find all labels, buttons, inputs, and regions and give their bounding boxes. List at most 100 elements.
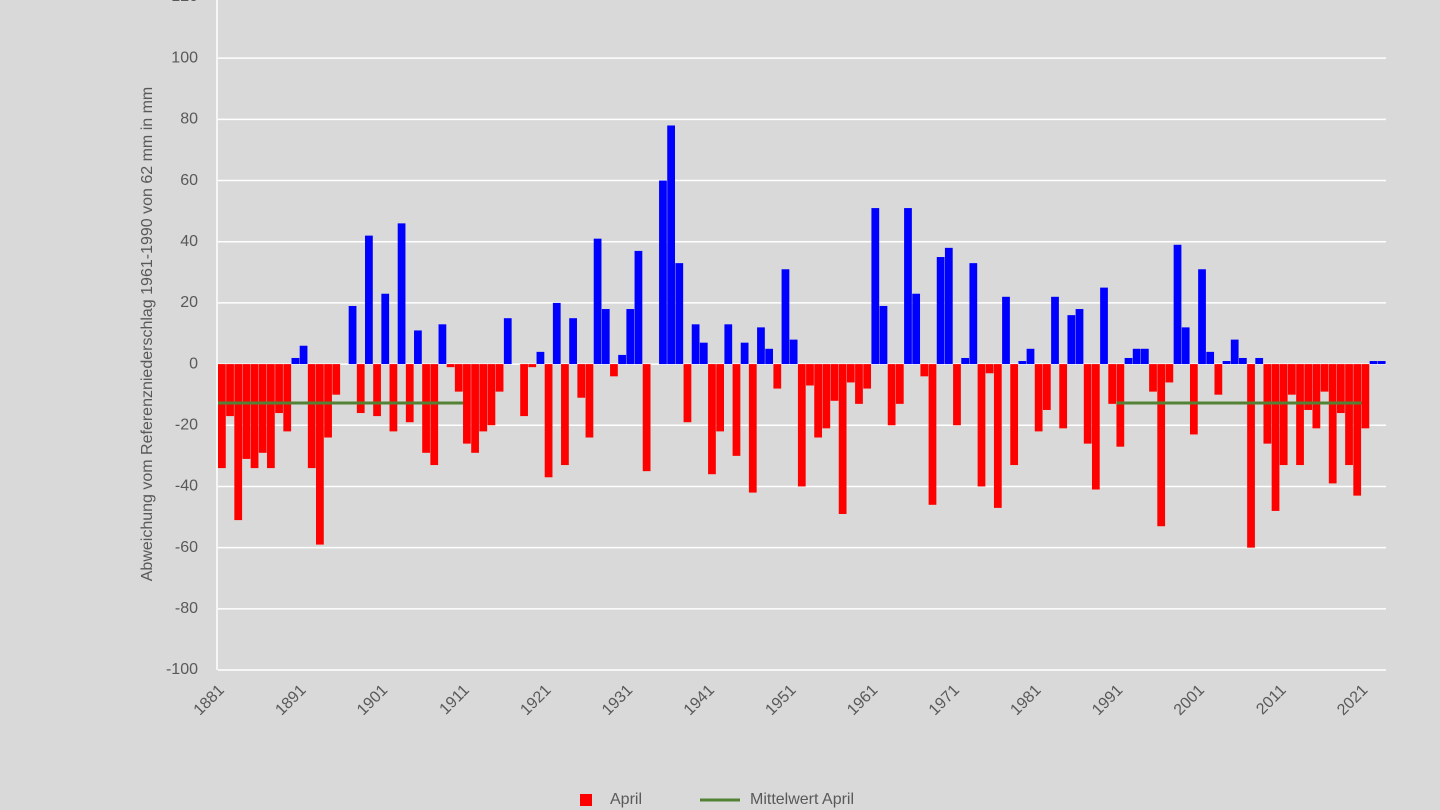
bar bbox=[348, 305, 357, 365]
bar bbox=[618, 354, 626, 365]
bar bbox=[316, 364, 324, 545]
bar bbox=[985, 364, 994, 374]
bar bbox=[332, 364, 341, 395]
bar bbox=[307, 364, 316, 469]
bar bbox=[1361, 364, 1370, 429]
bar bbox=[1255, 357, 1264, 365]
bar bbox=[887, 364, 896, 426]
bar bbox=[487, 364, 496, 426]
bar bbox=[422, 364, 430, 453]
bar bbox=[1010, 364, 1019, 466]
bar bbox=[961, 357, 970, 365]
y-tick-label: -100 bbox=[166, 661, 198, 678]
bar bbox=[234, 364, 243, 521]
bar bbox=[283, 364, 292, 432]
bar bbox=[218, 364, 226, 469]
y-tick-label: 60 bbox=[180, 172, 198, 189]
y-tick-label: 80 bbox=[180, 111, 198, 128]
bar bbox=[1377, 361, 1386, 365]
bar bbox=[250, 364, 259, 469]
bar bbox=[601, 309, 610, 365]
bar bbox=[1116, 364, 1125, 447]
bar bbox=[993, 364, 1002, 508]
bar bbox=[356, 364, 365, 414]
bar bbox=[1075, 309, 1084, 365]
bar bbox=[846, 364, 855, 383]
bar bbox=[1230, 339, 1239, 365]
y-tick-label: -20 bbox=[175, 416, 198, 433]
legend-label: Mittelwert April bbox=[750, 791, 854, 808]
bar bbox=[495, 364, 504, 392]
bar bbox=[593, 238, 602, 365]
bar bbox=[1198, 269, 1206, 365]
y-tick-label: -80 bbox=[175, 600, 198, 617]
bar bbox=[414, 330, 422, 365]
bar bbox=[1173, 244, 1182, 365]
bar bbox=[536, 351, 545, 365]
bar bbox=[1222, 361, 1231, 365]
bar bbox=[732, 364, 741, 456]
bar bbox=[1140, 348, 1149, 365]
bar bbox=[969, 263, 978, 365]
bar bbox=[1345, 364, 1353, 466]
bar bbox=[1336, 364, 1345, 414]
bar bbox=[912, 293, 921, 365]
bar bbox=[1002, 296, 1010, 365]
bar bbox=[708, 364, 716, 475]
bar bbox=[1042, 364, 1051, 410]
y-tick-label: 120 bbox=[171, 0, 198, 5]
bar bbox=[479, 364, 488, 432]
bar bbox=[740, 342, 749, 365]
bar bbox=[928, 364, 937, 505]
bar bbox=[748, 364, 757, 493]
bar bbox=[1091, 364, 1100, 490]
bar bbox=[683, 364, 692, 423]
bar bbox=[430, 364, 439, 466]
bar bbox=[1271, 364, 1280, 511]
y-axis-title: Abweichung vom Referenzniederschlag 1961… bbox=[139, 87, 156, 581]
bar bbox=[871, 208, 880, 365]
bar bbox=[1059, 364, 1068, 429]
bar bbox=[528, 364, 537, 368]
bar bbox=[610, 364, 618, 377]
bar bbox=[691, 324, 700, 365]
bar bbox=[544, 364, 553, 478]
bar bbox=[659, 180, 667, 365]
bar bbox=[879, 305, 888, 365]
y-tick-label: -40 bbox=[175, 478, 198, 495]
y-tick-label: 100 bbox=[171, 49, 198, 66]
bar bbox=[920, 364, 929, 377]
bar bbox=[1083, 364, 1092, 444]
bar bbox=[454, 364, 463, 392]
bar bbox=[953, 364, 961, 426]
bar bbox=[1149, 364, 1157, 392]
bar bbox=[675, 263, 684, 365]
bar bbox=[1018, 361, 1027, 365]
y-tick-label: 20 bbox=[180, 294, 198, 311]
bar bbox=[1034, 364, 1043, 432]
bar bbox=[1238, 357, 1247, 365]
bar bbox=[324, 364, 332, 438]
bar bbox=[561, 364, 569, 466]
bar bbox=[781, 269, 790, 365]
bar bbox=[716, 364, 724, 432]
y-tick-label: 40 bbox=[180, 233, 198, 250]
bar bbox=[1108, 364, 1117, 404]
bar bbox=[814, 364, 823, 438]
bar bbox=[977, 364, 986, 487]
bar bbox=[373, 364, 381, 417]
bar bbox=[789, 339, 798, 365]
bar bbox=[520, 364, 528, 417]
bar bbox=[577, 364, 586, 398]
bar bbox=[1206, 351, 1215, 365]
bar bbox=[503, 318, 512, 365]
bar bbox=[1067, 315, 1076, 365]
bar bbox=[1181, 327, 1190, 365]
bar bbox=[291, 357, 300, 365]
bar bbox=[446, 364, 455, 368]
bar bbox=[1051, 296, 1059, 365]
bar bbox=[381, 293, 390, 365]
bar bbox=[855, 364, 863, 404]
bar bbox=[1214, 364, 1223, 395]
